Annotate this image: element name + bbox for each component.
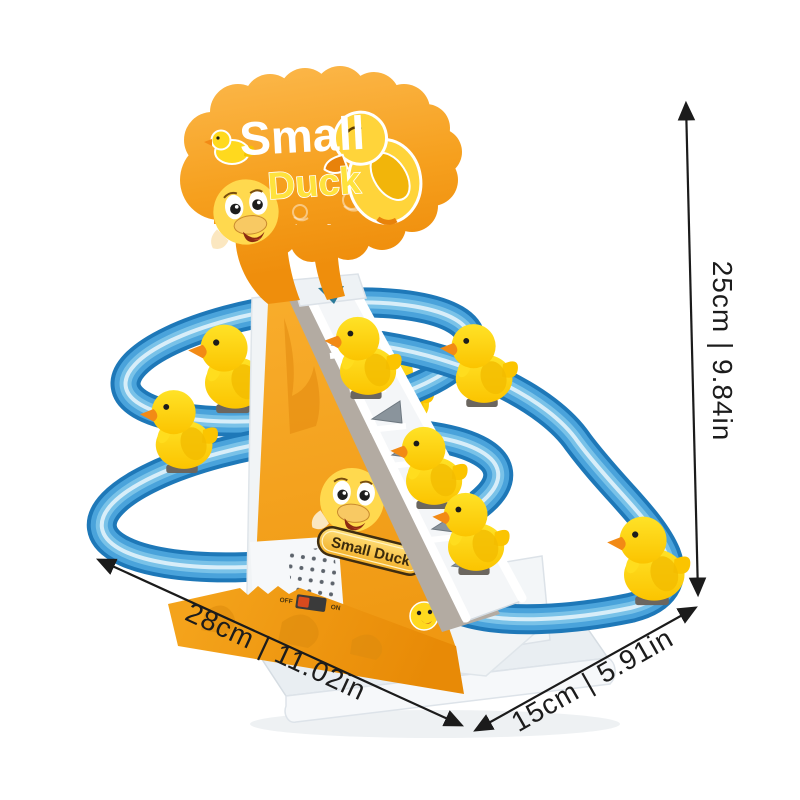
height-dimension-arrow (677, 100, 707, 598)
switch-knob (297, 596, 310, 608)
toy-photo: Small Duck ♪ OFF ON (93, 66, 691, 738)
small-duck-icon (204, 129, 255, 165)
depth-dimension-arrow (473, 606, 698, 732)
sign-title-top: Small (238, 106, 366, 165)
sign-board: Small Duck (180, 66, 462, 304)
width-dimension-arrow (95, 558, 465, 727)
sign-title-bottom: Duck (266, 160, 362, 208)
height-dimension-label: 25cm | 9.84in (707, 261, 738, 442)
panel-print (284, 318, 320, 434)
switch-on-label: ON (330, 604, 341, 612)
big-duck-illustration (323, 110, 423, 225)
